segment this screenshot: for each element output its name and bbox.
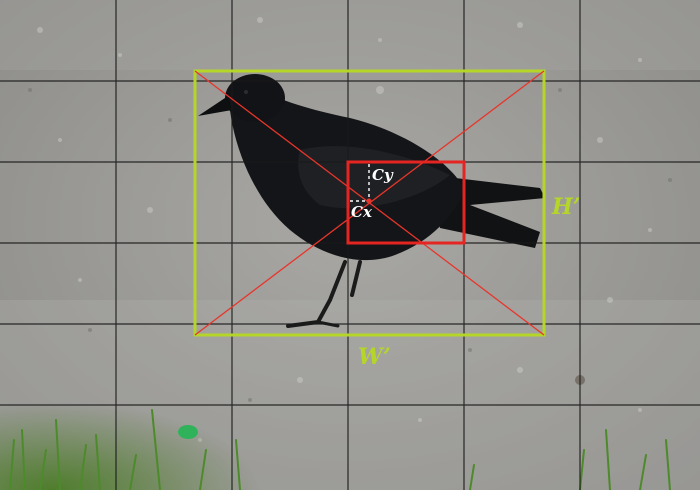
center-point	[366, 198, 372, 204]
center-grid-cell	[346, 160, 466, 245]
center-x-label: Cx	[351, 203, 372, 221]
height-label: H’	[552, 194, 581, 220]
width-label: W’	[358, 344, 391, 370]
bounding-box	[193, 69, 546, 337]
center-y-label: Cy	[372, 166, 393, 184]
grass-patch	[0, 380, 671, 490]
center-offset-guides	[350, 164, 370, 202]
